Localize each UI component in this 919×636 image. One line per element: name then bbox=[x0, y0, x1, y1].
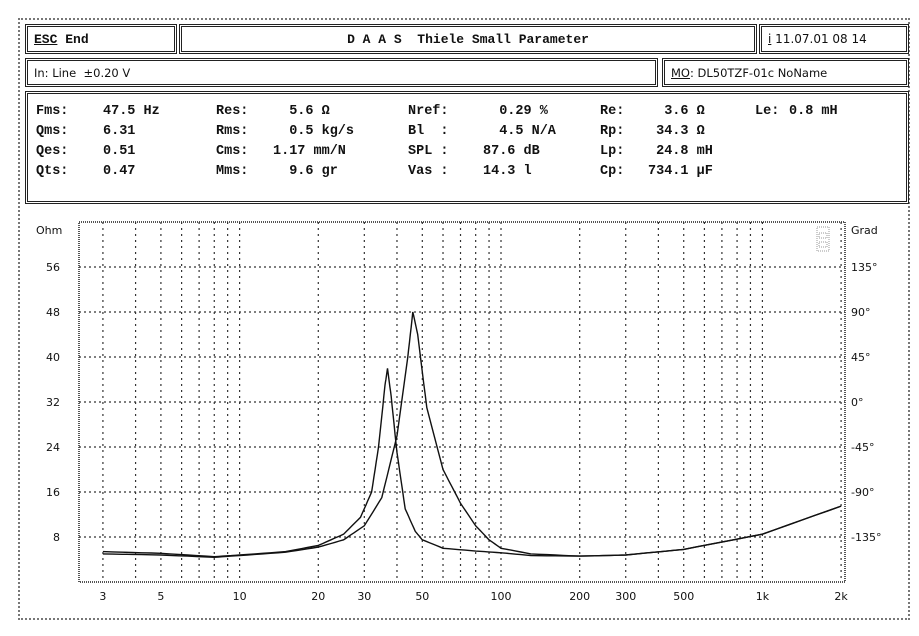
param-value: 0.47 bbox=[103, 164, 136, 179]
x-tick-label: 100 bbox=[491, 590, 512, 603]
y-tick-label: 32 bbox=[46, 396, 60, 409]
datetime: 11.07.01 08 14 bbox=[775, 32, 867, 46]
param-label: Bl : bbox=[408, 124, 449, 139]
y2-tick-label: 90° bbox=[851, 306, 871, 319]
impedance-curve-1 bbox=[102, 311, 842, 559]
param-label: SPL : bbox=[408, 144, 449, 159]
param-value: 34.3 Ω bbox=[648, 124, 705, 139]
x-tick-label: 2k bbox=[834, 590, 848, 603]
esc-end-button[interactable]: ESC End bbox=[25, 24, 177, 54]
y2-tick-label: -90° bbox=[851, 486, 874, 499]
param-label: Res: bbox=[216, 104, 249, 119]
param-label: Vas : bbox=[408, 164, 449, 179]
y2-tick-label: -45° bbox=[851, 441, 874, 454]
x-tick-label: 10 bbox=[233, 590, 247, 603]
esc-key: ESC bbox=[34, 31, 58, 47]
param-value: 87.6 dB bbox=[483, 144, 540, 159]
param-label: Cp: bbox=[600, 164, 625, 179]
x-tick-label: 500 bbox=[673, 590, 694, 603]
param-value: 0.8 mH bbox=[789, 104, 838, 119]
y-axis-label: Ohm bbox=[36, 224, 62, 237]
info-box[interactable]: i 11.07.01 08 14 bbox=[759, 24, 909, 54]
y2-tick-label: 135° bbox=[851, 261, 878, 274]
param-label: Qes: bbox=[36, 144, 69, 159]
page-title: D A A S Thiele Small Parameter bbox=[347, 31, 589, 47]
model-box[interactable]: MO: DL50TZF-01c NoName bbox=[662, 58, 909, 87]
y2-tick-label: 0° bbox=[851, 396, 864, 409]
param-value: 734.1 µF bbox=[648, 164, 713, 179]
param-value: 14.3 l bbox=[483, 164, 532, 179]
param-value: 0.29 % bbox=[483, 104, 548, 119]
x-tick-label: 50 bbox=[415, 590, 429, 603]
param-value: 0.51 bbox=[103, 144, 136, 159]
param-label: Re: bbox=[600, 104, 625, 119]
param-value: 6.31 bbox=[103, 124, 136, 139]
param-value: 0.5 kg/s bbox=[273, 124, 355, 139]
y2-tick-label: 45° bbox=[851, 351, 871, 364]
grid bbox=[79, 222, 845, 582]
param-value: 4.5 N/A bbox=[483, 124, 556, 139]
x-tick-label: 1k bbox=[756, 590, 770, 603]
y-tick-label: 40 bbox=[46, 351, 60, 364]
y-tick-label: 8 bbox=[53, 531, 60, 544]
param-value: 9.6 gr bbox=[273, 164, 338, 179]
y-tick-label: 48 bbox=[46, 306, 60, 319]
y-tick-label: 24 bbox=[46, 441, 60, 454]
tick-labels: 3 5 10 20 30 50 100 200 300 500 1k 2k 56 48 40 32 24 16 8 1… bbox=[36, 224, 881, 603]
legend-icon bbox=[816, 226, 830, 252]
x-tick-label: 3 bbox=[99, 590, 106, 603]
param-label: Cms: bbox=[216, 144, 249, 159]
y-tick-label: 56 bbox=[46, 261, 60, 274]
param-value: 3.6 Ω bbox=[648, 104, 705, 119]
param-value: 5.6 Ω bbox=[273, 104, 330, 119]
parameters-panel: Fms: 47.5 Hz Res: 5.6 Ω Nref: 0.29 % Re: 3.6… bbox=[25, 91, 909, 204]
model-key: MO bbox=[671, 65, 690, 80]
curves bbox=[102, 311, 842, 559]
title-bar: D A A S Thiele Small Parameter bbox=[179, 24, 757, 54]
y2-tick-label: -135° bbox=[851, 531, 881, 544]
param-label: Mms: bbox=[216, 164, 249, 179]
x-tick-label: 200 bbox=[569, 590, 590, 603]
param-label: Lp: bbox=[600, 144, 625, 159]
x-tick-label: 30 bbox=[357, 590, 371, 603]
param-label: Nref: bbox=[408, 104, 449, 119]
param-value: 1.17 mm/N bbox=[273, 144, 346, 159]
x-tick-label: 300 bbox=[615, 590, 636, 603]
model-label: : DL50TZF-01c NoName bbox=[689, 65, 828, 80]
param-label: Qms: bbox=[36, 124, 69, 139]
window-frame bbox=[18, 18, 910, 620]
param-value: 24.8 mH bbox=[648, 144, 713, 159]
y-tick-label: 16 bbox=[46, 486, 60, 499]
param-value: 47.5 Hz bbox=[103, 104, 160, 119]
input-box: In: Line ±0.20 V bbox=[25, 58, 658, 87]
param-label: Fms: bbox=[36, 104, 69, 119]
info-key: i bbox=[768, 32, 772, 46]
param-label: Rp: bbox=[600, 124, 625, 139]
end-label: End bbox=[65, 31, 89, 47]
y2-axis-label: Grad bbox=[851, 224, 878, 237]
param-label: Le: bbox=[755, 104, 780, 119]
x-tick-label: 20 bbox=[311, 590, 325, 603]
input-label: In: Line ±0.20 V bbox=[34, 65, 131, 80]
param-label: Qts: bbox=[36, 164, 69, 179]
impedance-curve-2 bbox=[102, 368, 842, 558]
x-tick-label: 5 bbox=[157, 590, 164, 603]
param-label: Rms: bbox=[216, 124, 249, 139]
